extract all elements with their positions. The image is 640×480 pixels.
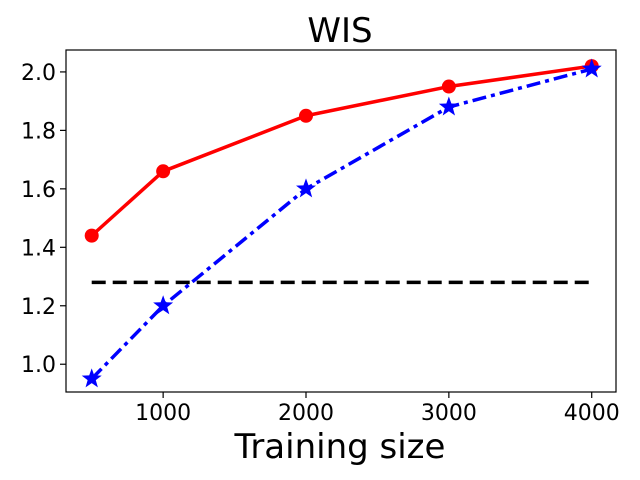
y-tick-label: 1.8: [21, 119, 56, 144]
series-1-point: [438, 96, 459, 116]
x-axis-label: Training size: [234, 427, 446, 467]
series-1-point: [296, 178, 316, 198]
x-tick-label: 3000: [421, 401, 477, 426]
y-tick-label: 1.2: [21, 295, 56, 320]
series-1-point: [581, 58, 602, 78]
x-tick-label: 4000: [564, 401, 620, 426]
series-0-point: [299, 108, 313, 123]
y-tick-label: 1.4: [21, 236, 56, 261]
y-tick-label: 1.0: [21, 353, 56, 378]
x-tick-label: 2000: [278, 401, 334, 426]
series-0-point: [84, 228, 99, 243]
y-tick-label: 1.6: [21, 178, 56, 203]
series-0-line: [90, 64, 592, 237]
plot-frame: [65, 49, 617, 393]
series-0-point: [441, 79, 456, 94]
series-1-point: [153, 295, 174, 315]
series-0-point: [156, 164, 171, 179]
series-1-point: [81, 368, 102, 388]
y-tick-label: 2.0: [21, 61, 56, 86]
series-layer: [81, 58, 602, 388]
axes-layer: 1000 2000 3000 4000 1.0 1.2 1.4 1.6 1.8 2.0: [21, 61, 620, 426]
series-1-line: [90, 67, 593, 381]
x-tick-label: 1000: [135, 401, 191, 426]
chart-title: WIS: [307, 11, 372, 51]
